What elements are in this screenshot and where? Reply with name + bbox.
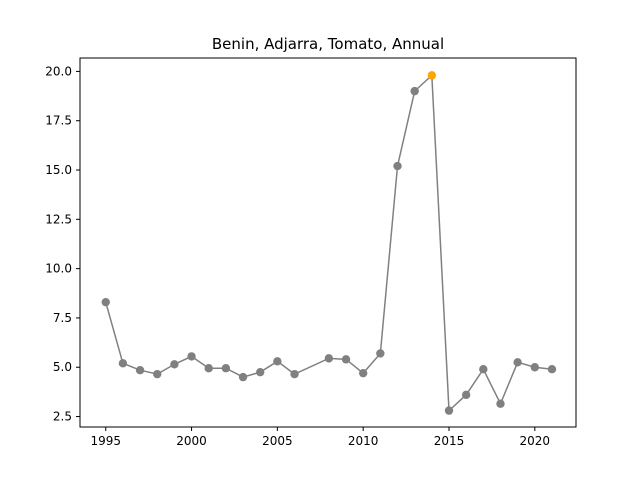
chart-title: Benin, Adjarra, Tomato, Annual	[212, 35, 444, 53]
data-point	[170, 360, 179, 369]
y-tick-label: 7.5	[53, 311, 72, 325]
data-point	[273, 357, 282, 366]
plot-frame	[79, 57, 577, 428]
y-tick-label: 17.5	[45, 114, 72, 128]
data-point	[135, 366, 145, 375]
highlighted-data-point	[427, 71, 437, 80]
data-point	[530, 363, 540, 372]
data-point	[204, 364, 213, 373]
data-point	[101, 297, 110, 307]
y-tick-label: 10.0	[45, 262, 72, 276]
data-point	[358, 368, 368, 378]
axes: 1995 2000 2005 2010 2015 2020 2.5 5.0 7.5 10.0 12.…	[45, 64, 550, 448]
data-point	[153, 369, 162, 379]
data-point	[238, 372, 248, 382]
data-point	[479, 365, 488, 374]
data-point	[547, 365, 557, 374]
data-point	[118, 359, 128, 368]
y-tick-label: 20.0	[45, 64, 72, 78]
y-tick-label: 2.5	[53, 410, 72, 424]
x-tick-label: 2005	[262, 434, 293, 448]
x-tick-label: 2010	[348, 434, 379, 448]
y-tick-label: 15.0	[45, 163, 72, 177]
y-tick-label: 5.0	[53, 360, 72, 374]
data-point	[444, 406, 454, 415]
data-point	[376, 349, 385, 358]
data-point	[324, 354, 334, 363]
data-point	[341, 355, 351, 364]
data-point	[513, 358, 522, 367]
x-tick-label: 2015	[434, 434, 465, 448]
data-point	[410, 86, 419, 96]
data-point	[221, 364, 231, 373]
data-point	[187, 352, 196, 361]
data-point	[496, 399, 505, 408]
x-tick-label: 1995	[90, 434, 121, 448]
x-tick-label: 2020	[520, 434, 551, 448]
x-tick-label: 2000	[176, 434, 207, 448]
data-point	[290, 369, 299, 379]
y-tick-label: 12.5	[45, 212, 72, 226]
data-point	[393, 161, 402, 171]
series-layer	[101, 71, 557, 415]
data-point	[461, 390, 471, 400]
data-point	[256, 367, 265, 377]
